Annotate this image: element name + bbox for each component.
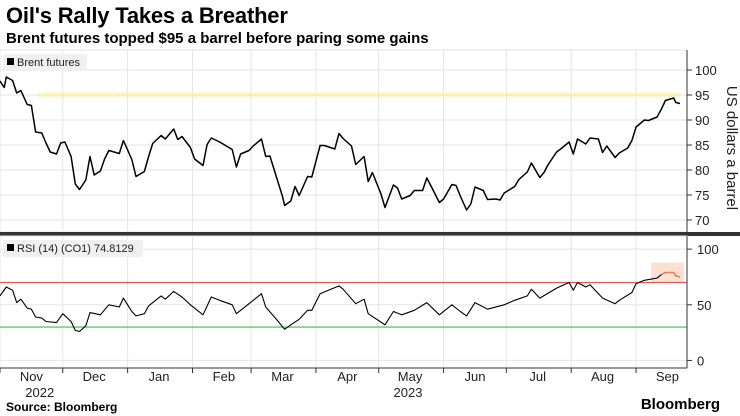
rsi-tick-label: 50 <box>697 298 711 313</box>
rsi-legend: RSI (14) (CO1) 74.8129 <box>3 240 143 257</box>
chart-subtitle: Brent futures topped $95 a barrel before… <box>6 30 429 47</box>
x-tick-label: Nov <box>20 369 44 384</box>
price-tick-label: 70 <box>695 213 709 228</box>
x-tick-label: May <box>398 369 423 384</box>
chart-title: Oil's Rally Takes a Breather <box>6 3 288 28</box>
rsi-legend-box <box>3 240 143 257</box>
rsi-tick-label: 100 <box>697 242 719 257</box>
price-tick-label: 100 <box>695 63 717 78</box>
price-tick-label: 95 <box>695 88 709 103</box>
price-legend-label: Brent futures <box>17 57 80 69</box>
x-tick-label: Mar <box>271 369 294 384</box>
price-panel-frame <box>0 49 688 233</box>
price-tick-label: 90 <box>695 113 709 128</box>
rsi-tick-label: 0 <box>697 353 704 368</box>
rsi-overbought-segment <box>660 271 681 278</box>
price-legend-swatch <box>7 58 14 65</box>
x-tick-label: Jun <box>464 369 485 384</box>
x-tick-label: Sep <box>656 369 679 384</box>
price-legend-box <box>3 54 87 71</box>
panel-separator <box>0 232 740 236</box>
x-year-label: 2022 <box>25 385 54 400</box>
x-tick-label: Feb <box>213 369 235 384</box>
price-tick-label: 85 <box>695 138 709 153</box>
price-tick-label: 75 <box>695 188 709 203</box>
price-series-line <box>0 76 681 211</box>
x-year-label: 2023 <box>394 385 423 400</box>
rsi-legend-label: RSI (14) (CO1) 74.8129 <box>17 243 134 255</box>
x-tick-label: Apr <box>337 369 358 384</box>
source-note: Source: Bloomberg <box>6 400 118 414</box>
rsi-series-line <box>0 271 681 333</box>
price-legend: Brent futures <box>3 54 87 71</box>
x-tick-label: Aug <box>591 369 614 384</box>
x-tick-label: Jul <box>529 369 546 384</box>
x-tick-label: Dec <box>83 369 107 384</box>
month-gridlines <box>0 50 637 368</box>
x-ticks: Nov Dec Jan Feb Mar Apr May Jun Jul Aug Sep 2022 202… <box>0 368 679 400</box>
price-y-axis-title: US dollars a barrel <box>723 86 740 210</box>
rsi-gridlines <box>0 248 687 361</box>
x-tick-label: Jan <box>149 369 170 384</box>
price-tick-label: 80 <box>695 163 709 178</box>
rsi-y-ticks: 0 50 100 <box>687 242 719 368</box>
price-y-ticks: 70 75 80 85 90 95 100 <box>687 63 717 228</box>
brand-logo: Bloomberg <box>640 396 720 413</box>
rsi-legend-swatch <box>7 244 14 251</box>
